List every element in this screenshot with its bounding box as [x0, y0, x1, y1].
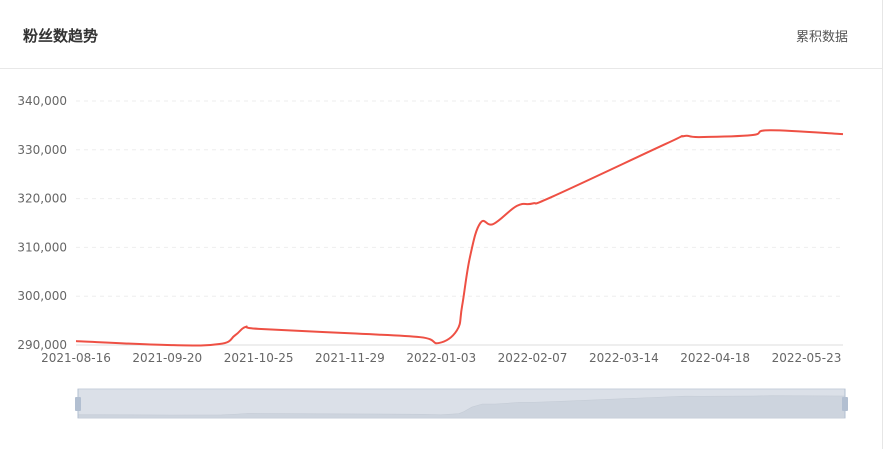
y-tick-label: 290,000 — [17, 338, 67, 352]
y-tick-label: 320,000 — [17, 192, 67, 206]
panel-header: 粉丝数趋势 累积数据 — [0, 0, 882, 69]
y-tick-label: 310,000 — [17, 240, 67, 254]
x-tick-label: 2021-08-16 — [41, 351, 111, 365]
panel-border — [882, 0, 883, 449]
y-tick-label: 340,000 — [17, 94, 67, 108]
x-tick-label: 2022-03-14 — [589, 351, 659, 365]
datazoom-slider[interactable] — [75, 388, 848, 419]
x-tick-label: 2022-05-23 — [772, 351, 842, 365]
x-tick-label: 2021-10-25 — [224, 351, 294, 365]
x-tick-label: 2021-09-20 — [132, 351, 202, 365]
panel-title: 粉丝数趋势 — [23, 27, 99, 45]
x-tick-label: 2021-11-29 — [315, 351, 385, 365]
y-tick-label: 330,000 — [17, 143, 67, 157]
x-tick-label: 2022-04-18 — [680, 351, 750, 365]
series-line — [75, 129, 844, 347]
x-tick-label: 2022-01-03 — [406, 351, 476, 365]
cumulative-data-link[interactable]: 累积数据 — [795, 30, 848, 45]
y-tick-label: 300,000 — [17, 289, 67, 303]
x-tick-label: 2022-02-07 — [498, 351, 568, 365]
slider-preview-area — [77, 395, 846, 419]
